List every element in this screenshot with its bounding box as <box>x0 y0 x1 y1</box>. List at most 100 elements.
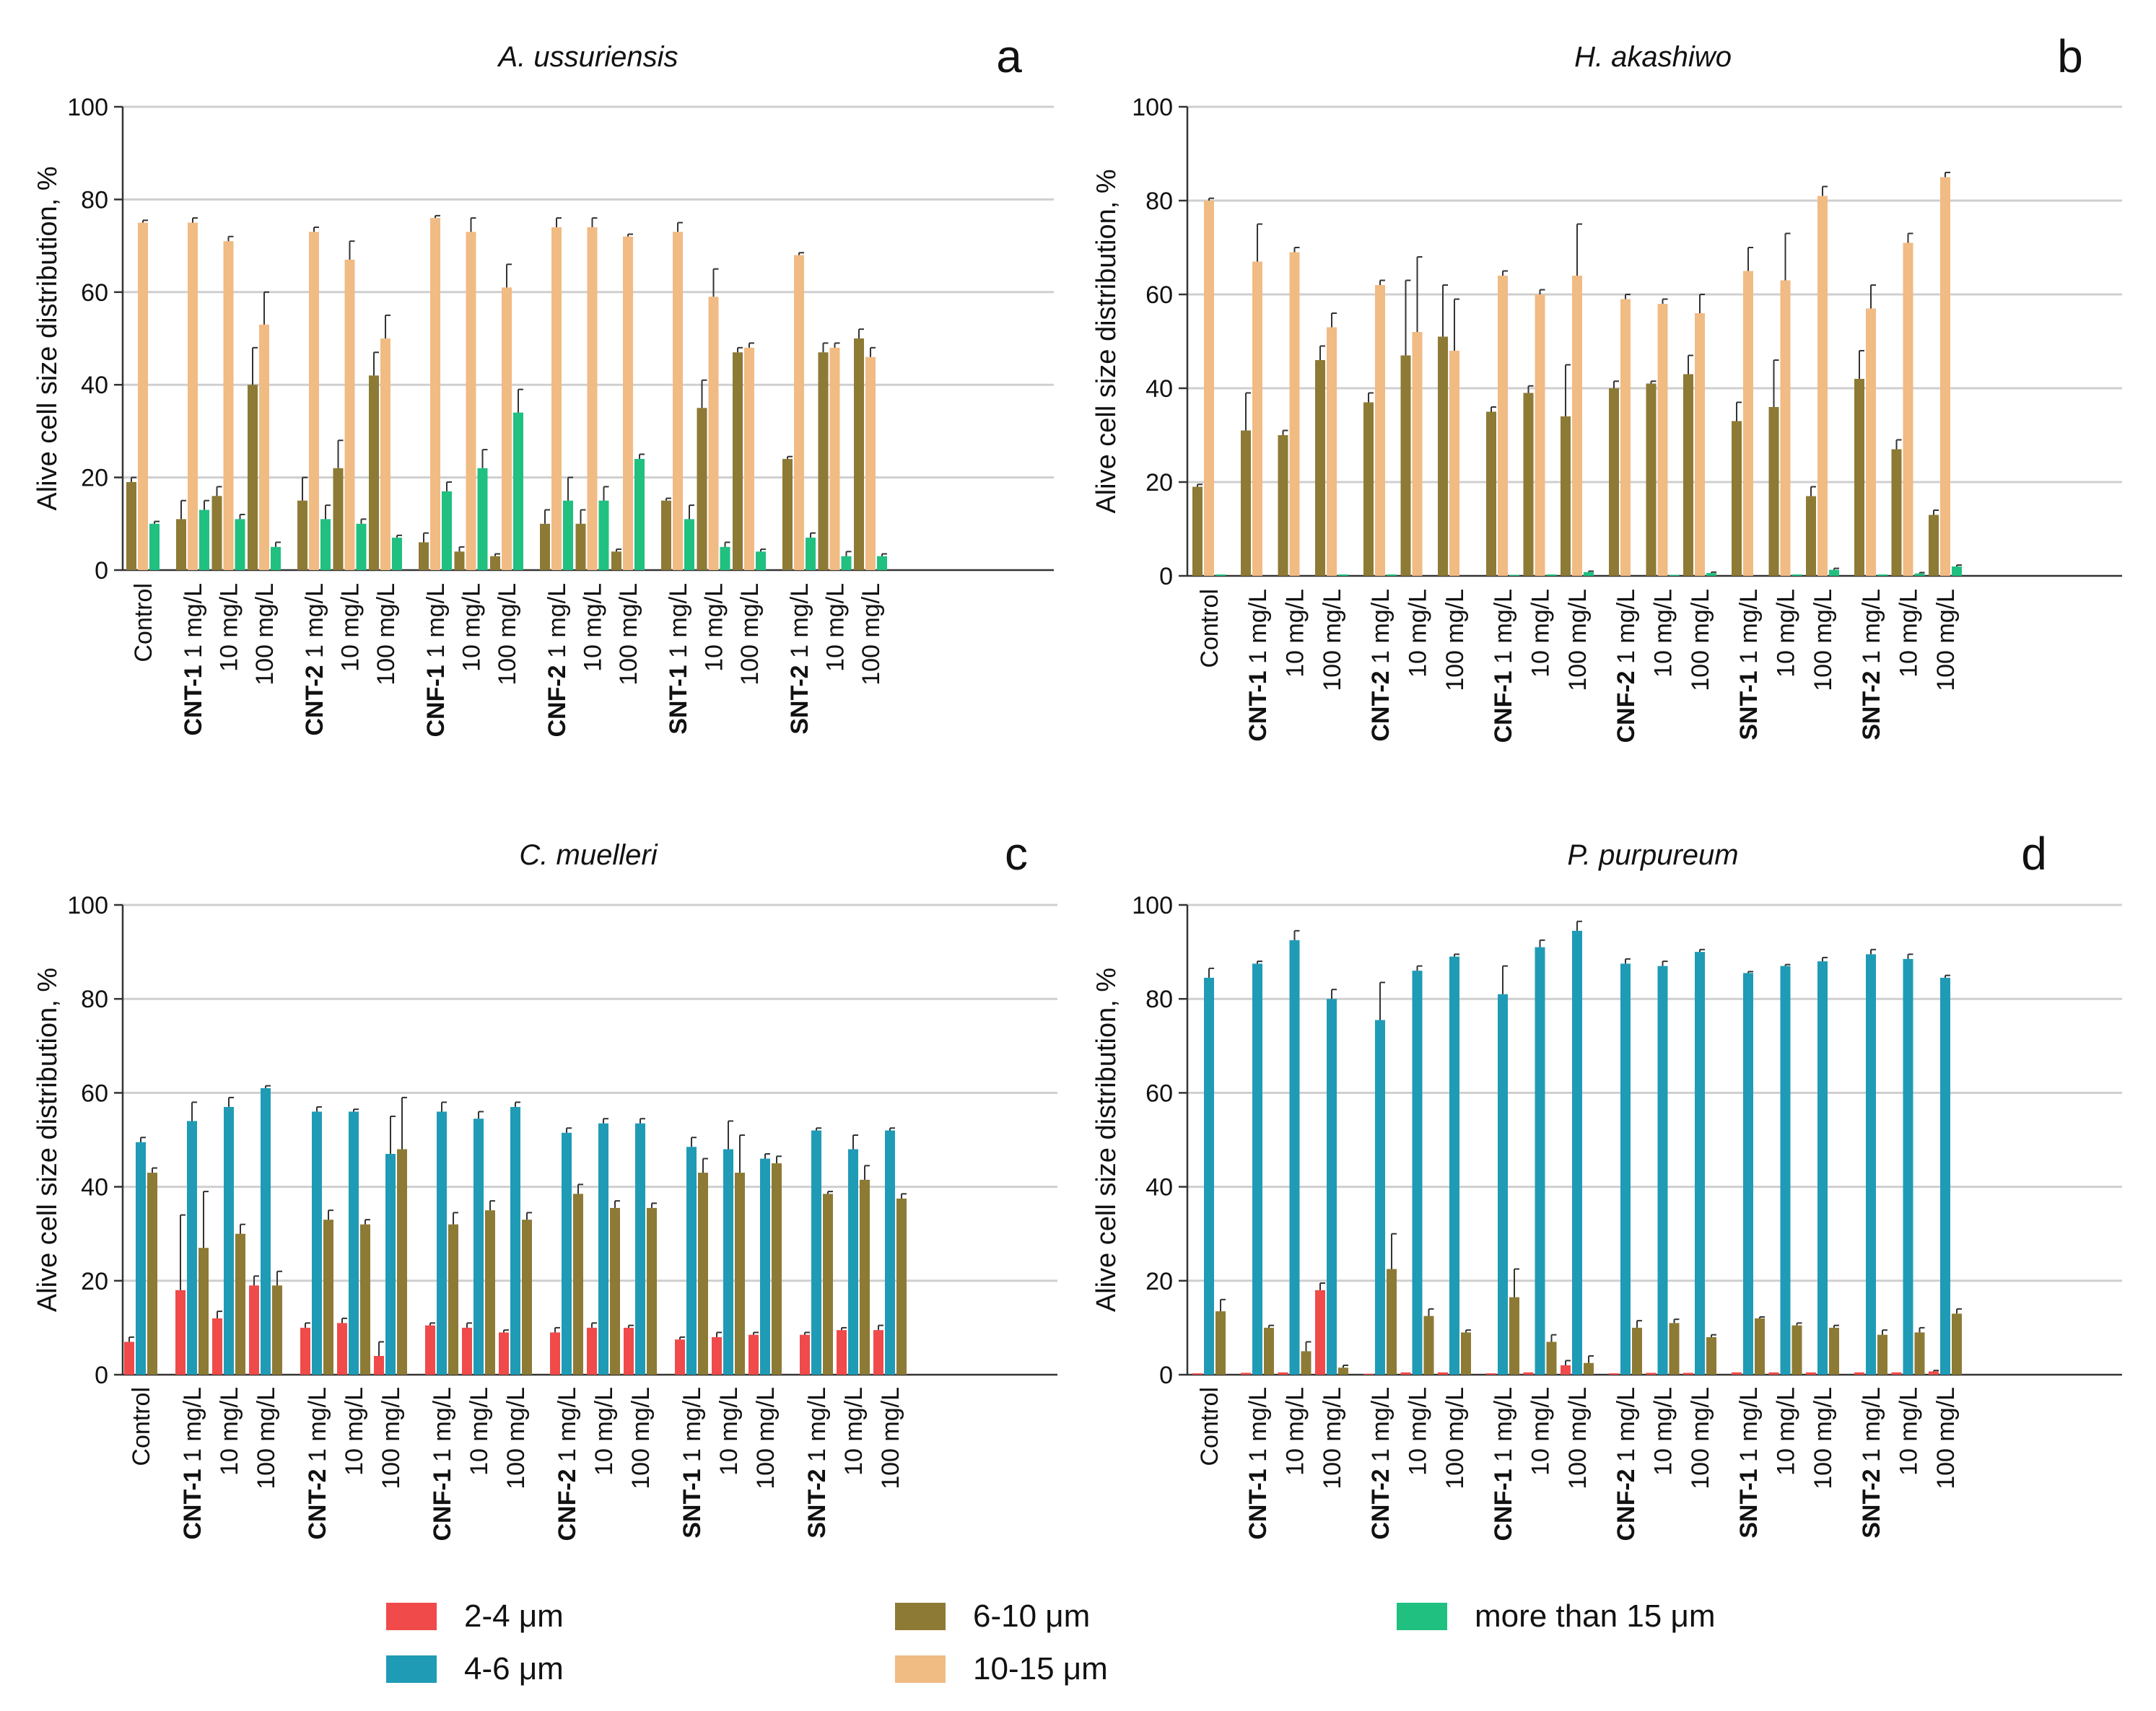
x-tick-label: 10 mg/L <box>1895 1387 1923 1476</box>
bar-s24 <box>499 1332 509 1375</box>
y-tick-label: 80 <box>81 186 108 214</box>
x-tick-label: 100 mg/L <box>615 583 642 686</box>
dose-label: 10 mg/L <box>1773 1387 1800 1476</box>
bar-s46 <box>1498 994 1508 1375</box>
bar-s610 <box>235 1233 245 1375</box>
dose-label: 10 mg/L <box>341 1387 368 1476</box>
dose-label: 1 mg/L <box>1367 1387 1395 1462</box>
bar-s46 <box>1780 966 1791 1375</box>
group-label: CNF-2 <box>1612 664 1640 743</box>
bar-s15 <box>392 538 402 570</box>
group-label: SNT-2 <box>786 658 813 735</box>
x-tick-label: CNF-2 1 mg/L <box>1612 1387 1640 1541</box>
legend-swatch <box>895 1603 946 1630</box>
y-tick-label: 60 <box>1145 1080 1173 1107</box>
bar-s1015 <box>1903 242 1913 576</box>
bar-s24 <box>1192 1373 1203 1375</box>
dose-label: 1 mg/L <box>803 1387 831 1462</box>
bar-s15 <box>442 491 452 570</box>
bar-s24 <box>1891 1372 1902 1375</box>
bar-s46 <box>312 1111 322 1375</box>
dose-label: Control <box>1196 589 1223 668</box>
bar-s46 <box>224 1106 234 1375</box>
bar-s46 <box>1572 930 1582 1375</box>
bar-s610 <box>1806 496 1816 576</box>
bar-s610 <box>1241 430 1251 576</box>
bar-s46 <box>1657 966 1668 1375</box>
bar-s610 <box>360 1224 370 1375</box>
x-tick-label: 10 mg/L <box>458 583 486 672</box>
y-tick-label: 40 <box>81 372 108 399</box>
legend-swatch <box>386 1603 437 1630</box>
bar-s24 <box>1561 1365 1571 1375</box>
bar-s15 <box>563 500 573 570</box>
bar-s24 <box>1854 1372 1864 1375</box>
x-tick-label: 100 mg/L <box>1564 589 1592 691</box>
dose-label: 100 mg/L <box>1319 589 1346 691</box>
bar-s1015 <box>223 241 234 570</box>
bar-s610 <box>1791 1325 1802 1375</box>
bar-s46 <box>723 1149 733 1375</box>
x-tick-label: 10 mg/L <box>1895 589 1923 678</box>
group-label: CNT-2 <box>301 658 328 736</box>
x-tick-label: 100 mg/L <box>372 583 400 686</box>
bar-s610 <box>1632 1327 1642 1375</box>
bar-s1015 <box>1375 285 1385 576</box>
y-tick-label: 0 <box>95 557 108 585</box>
x-tick-label: 100 mg/L <box>857 583 885 686</box>
bar-s610 <box>896 1198 907 1375</box>
y-tick-label: 20 <box>1145 1268 1173 1295</box>
dose-label: 1 mg/L <box>1612 589 1640 664</box>
bar-s610 <box>1755 1318 1765 1375</box>
bar-s610 <box>1952 1313 1962 1375</box>
x-tick-label: CNT-1 1 mg/L <box>180 583 207 736</box>
x-tick-label: CNT-1 1 mg/L <box>179 1387 206 1540</box>
bar-s1015 <box>1695 313 1705 576</box>
dose-label: 100 mg/L <box>1441 1387 1469 1489</box>
bar-s610 <box>610 1207 620 1375</box>
x-tick-label: Control <box>1196 1387 1223 1466</box>
chart-title: A. ussuriensis <box>497 41 678 73</box>
bar-s610 <box>1829 1327 1839 1375</box>
bar-s24 <box>837 1330 847 1375</box>
dose-label: 10 mg/L <box>715 1387 743 1476</box>
bar-s46 <box>473 1119 484 1375</box>
bar-s46 <box>598 1123 608 1375</box>
y-axis-label: Alive cell size distribution, % <box>1091 968 1122 1312</box>
y-axis-label: Alive cell size distribution, % <box>32 968 63 1312</box>
bar-s15 <box>1509 574 1519 576</box>
bar-s46 <box>261 1088 271 1375</box>
dose-label: 100 mg/L <box>1564 589 1592 691</box>
bar-s24 <box>587 1327 597 1375</box>
y-tick-label: 80 <box>81 986 108 1013</box>
bar-s46 <box>760 1158 770 1375</box>
chart-title: P. purpureum <box>1567 839 1738 871</box>
legend-item-s1015: 10-15 μm <box>895 1651 1108 1687</box>
bar-s610 <box>611 551 621 570</box>
bar-s24 <box>337 1323 347 1375</box>
bar-s610 <box>1363 402 1374 576</box>
dose-label: 100 mg/L <box>615 583 642 686</box>
bar-s15 <box>1216 574 1226 576</box>
bar-s15 <box>841 556 852 570</box>
legend-item-s15: more than 15 μm <box>1397 1598 1716 1635</box>
dose-label: 100 mg/L <box>1687 589 1714 691</box>
bar-s24 <box>1646 1373 1657 1375</box>
bar-s610 <box>1854 379 1864 576</box>
bar-s610 <box>485 1210 495 1375</box>
dose-label: 10 mg/L <box>840 1387 868 1476</box>
y-tick-label: 20 <box>81 465 108 492</box>
x-tick-label: 100 mg/L <box>1810 1387 1837 1489</box>
dose-label: 1 mg/L <box>301 583 328 658</box>
bar-s610 <box>1387 1269 1397 1375</box>
x-tick-label: CNT-1 1 mg/L <box>1244 589 1272 742</box>
bar-s610 <box>1301 1351 1312 1375</box>
x-tick-label: SNT-1 1 mg/L <box>678 1387 706 1539</box>
y-tick-label: 100 <box>1132 94 1173 121</box>
bar-s610 <box>1546 1342 1557 1375</box>
y-tick-label: 0 <box>1159 1362 1173 1389</box>
dose-label: 1 mg/L <box>429 1387 456 1462</box>
bar-s1015 <box>1327 327 1337 576</box>
x-tick-label: 10 mg/L <box>1773 1387 1800 1476</box>
dose-label: 100 mg/L <box>494 583 521 686</box>
